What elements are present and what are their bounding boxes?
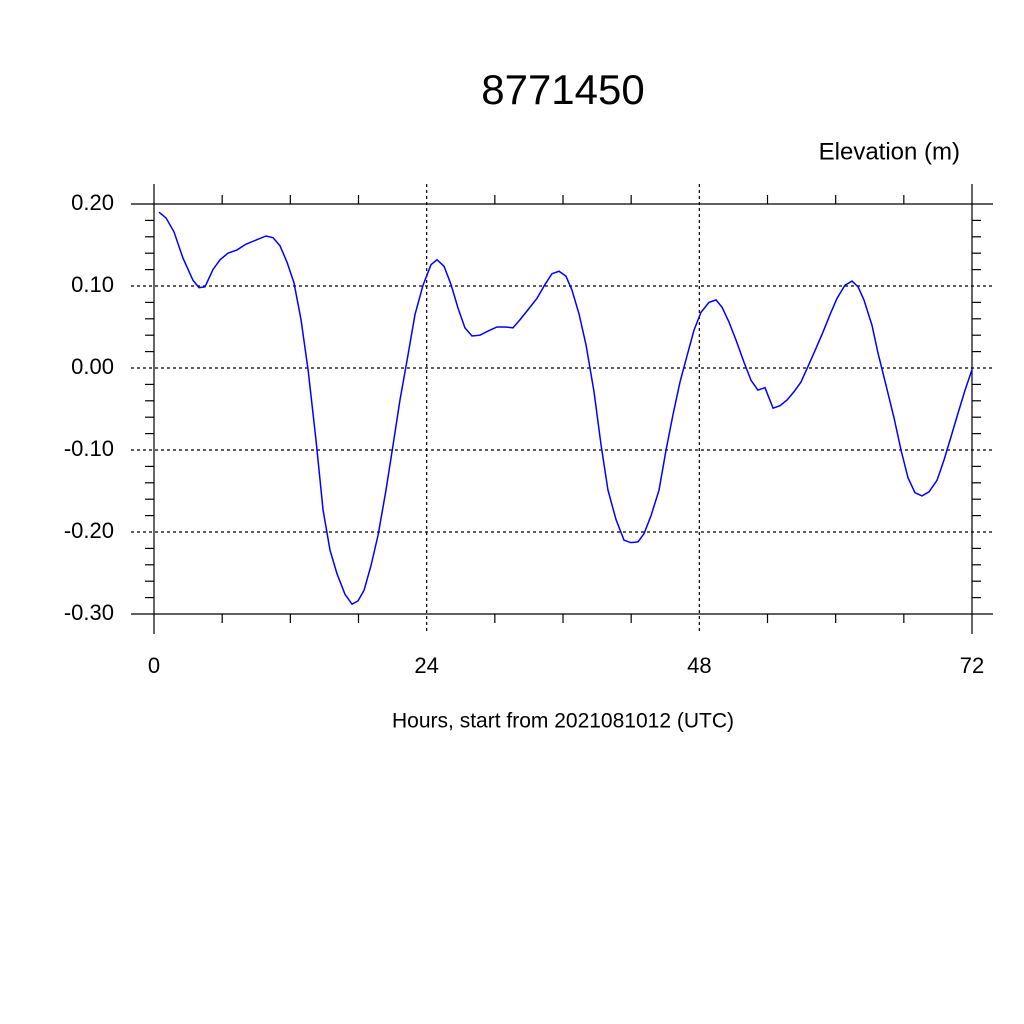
- y-tick-label: 0.00: [71, 354, 114, 379]
- y-tick-label: 0.20: [71, 190, 114, 215]
- x-tick-label: 24: [414, 653, 438, 678]
- data-line: [158, 211, 973, 606]
- x-tick-label: 48: [687, 653, 711, 678]
- y-axis-label: Elevation (m): [819, 138, 960, 165]
- y-tick-label: -0.30: [64, 600, 114, 625]
- y-tick-label: 0.10: [71, 272, 114, 297]
- y-tick-label: -0.20: [64, 518, 114, 543]
- x-axis-label: Hours, start from 2021081012 (UTC): [392, 710, 734, 733]
- y-tick-label: -0.10: [64, 436, 114, 461]
- x-tick-label: 72: [960, 653, 984, 678]
- chart-title: 8771450: [481, 66, 645, 113]
- x-tick-label: 0: [148, 653, 160, 678]
